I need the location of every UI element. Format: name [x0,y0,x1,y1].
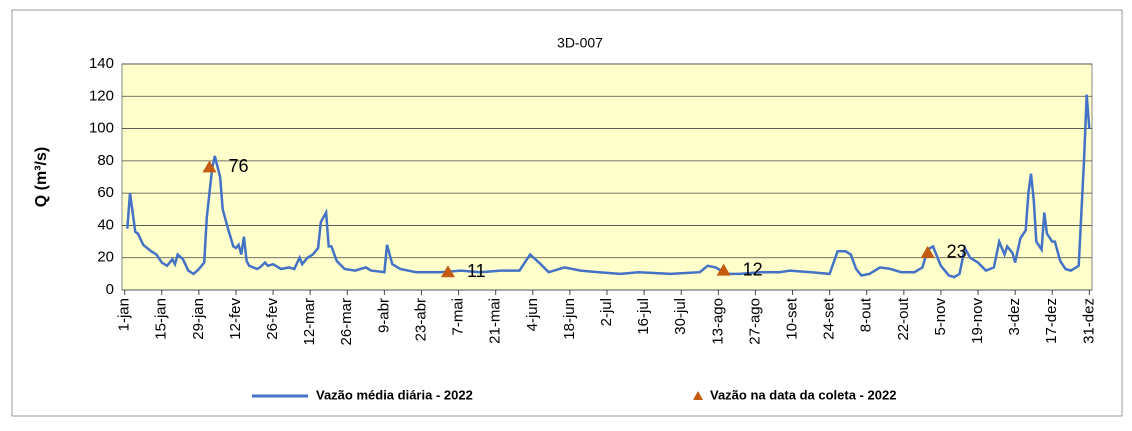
legend-label: Vazão na data da coleta - 2022 [710,387,896,402]
x-tick-label: 27-ago [746,298,763,345]
data-label: 23 [947,242,967,262]
x-tick-label: 29-jan [190,298,207,340]
x-tick-label: 4-jun [524,298,541,331]
y-tick-label: 60 [97,184,114,201]
x-tick-label: 26-mar [338,298,355,346]
chart-title: 3D-007 [557,35,603,51]
y-tick-label: 140 [89,55,114,72]
x-tick-label: 1-jan [116,298,133,331]
y-tick-label: 0 [106,281,114,298]
triangle-marker [440,265,455,278]
x-tick-label: 19-nov [969,298,986,344]
data-label: 76 [228,156,248,176]
x-tick-label: 12-mar [301,298,318,346]
x-tick-label: 21-mai [487,298,504,344]
legend-label: Vazão média diária - 2022 [316,387,473,402]
x-tick-label: 8-out [858,297,875,332]
x-tick-label: 17-dez [1043,298,1060,344]
x-tick-label: 13-ago [709,298,726,345]
x-tick-label: 18-jun [561,298,578,340]
triangle-marker [716,263,731,276]
x-tick-label: 30-jul [672,298,689,335]
legend-marker [693,391,703,400]
x-tick-label: 9-abr [375,298,392,333]
y-axis-label: Q (m³/s) [33,147,50,207]
x-tick-label: 31-dez [1080,298,1097,344]
data-label: 12 [743,259,763,279]
triangle-marker [920,245,935,258]
x-tick-label: 12-fev [227,298,244,340]
x-tick-label: 24-set [821,297,838,340]
x-tick-label: 22-out [895,297,912,340]
x-tick-label: 16-jul [635,298,652,335]
y-tick-label: 120 [89,87,114,104]
x-tick-label: 23-abr [412,298,429,341]
y-tick-label: 20 [97,249,114,266]
series-line [126,94,1091,279]
y-tick-label: 80 [97,152,114,169]
x-tick-label: 7-mai [450,298,467,336]
x-tick-label: 3-dez [1006,298,1023,336]
data-label: 11 [467,261,486,281]
y-tick-label: 40 [97,216,114,233]
triangle-marker [202,160,217,173]
x-tick-label: 10-set [783,297,800,340]
x-tick-label: 15-jan [153,298,170,340]
x-tick-label: 5-nov [932,298,949,336]
y-tick-label: 100 [89,120,114,137]
x-tick-label: 26-fev [264,298,281,340]
x-tick-label: 2-jul [598,298,615,326]
